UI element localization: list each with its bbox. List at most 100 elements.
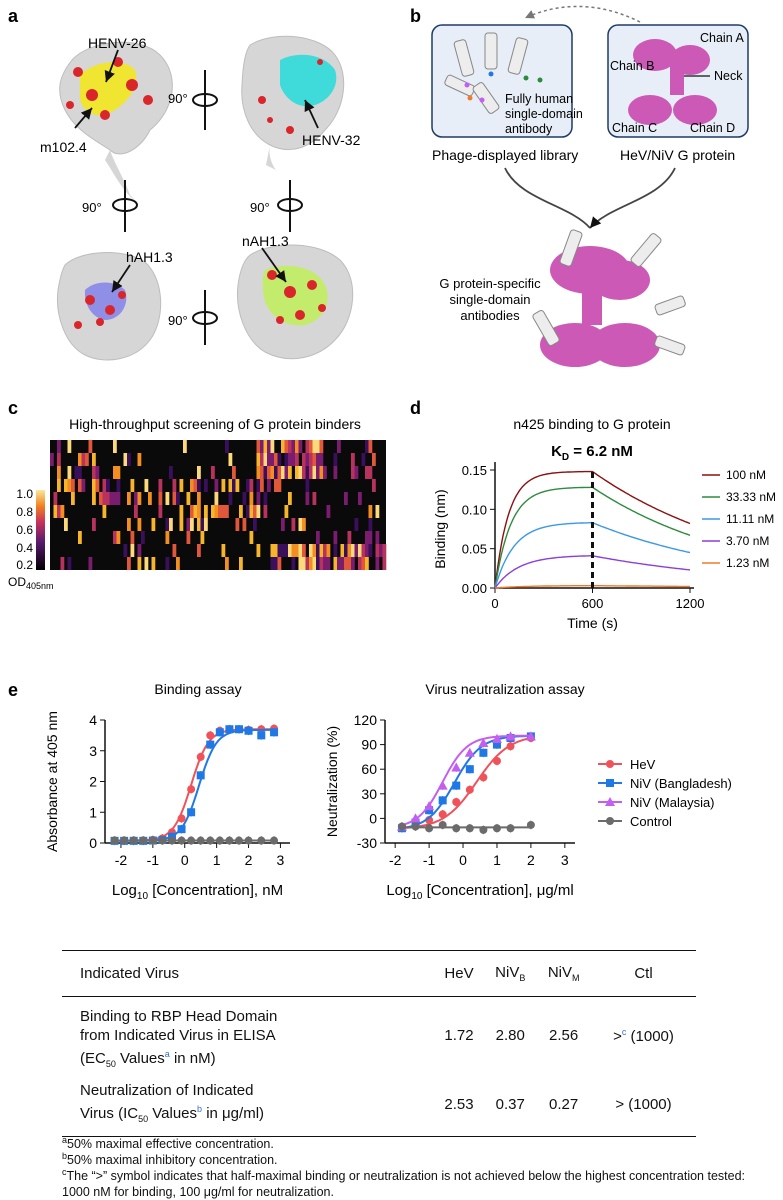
molecule-hah13: [56, 252, 162, 361]
heatmap-cell: [232, 466, 236, 479]
heatmap-cell: [333, 531, 338, 544]
data-point: [129, 836, 138, 845]
heatmap-cell: [158, 492, 163, 505]
heatmap-cell: [242, 518, 247, 531]
chain-a-label: Chain A: [700, 31, 744, 45]
data-point: [410, 813, 421, 823]
neutralization-title: Virus neutralization assay: [425, 681, 584, 697]
heatmap-cell: [368, 466, 373, 479]
kinetics-title: n425 binding to G protein: [513, 416, 670, 432]
heatmap-cell: [319, 557, 324, 570]
data-point: [110, 836, 119, 845]
panel-c: High-throughput screening of G protein b…: [8, 416, 387, 591]
heatmap-cell: [179, 479, 184, 492]
heatmap-cell: [214, 492, 219, 505]
heatmap-cell: [361, 544, 366, 557]
heatmap-cell: [316, 440, 320, 453]
heatmap-cell: [106, 479, 110, 492]
data-point: [257, 836, 266, 845]
heatmap-cell: [74, 466, 79, 479]
heatmap-cell: [218, 505, 222, 518]
heatmap-cell: [316, 466, 320, 479]
heatmap-cell: [263, 440, 268, 453]
data-point: [479, 748, 488, 757]
heatmap-cell: [368, 518, 373, 531]
y-axis-label: Absorbance at 405 nm: [44, 711, 60, 852]
heatmap-cell: [340, 544, 345, 557]
data-point: [451, 762, 462, 772]
data-point: [270, 728, 279, 737]
heatmap-cell: [204, 518, 208, 531]
legend-label: 100 nM: [726, 468, 766, 482]
tick-label: 30: [361, 786, 377, 802]
binding-plot: 0 1 2 3 4 -2 -1 0 1 2 3 Log10 [Concentration], nM Ab…: [44, 711, 290, 902]
heatmap-cell: [351, 453, 355, 466]
heatmap-cell: [270, 453, 275, 466]
heatmap-cell: [50, 453, 54, 466]
heatmap-cell: [302, 557, 306, 570]
heatmap-cell: [263, 492, 268, 505]
data-point: [187, 785, 196, 794]
legend-label: HeV: [630, 757, 656, 772]
heatmap-cell: [57, 440, 61, 453]
heatmap-cell: [116, 466, 121, 479]
heatmap-cell: [256, 505, 261, 518]
scale-tick: 0.8: [16, 505, 33, 519]
heatmap-cell: [92, 518, 96, 531]
heatmap-cell: [263, 453, 268, 466]
heatmap-cell: [309, 453, 313, 466]
rotation-label: 90°: [250, 200, 270, 215]
heatmap-cell: [358, 557, 362, 570]
heatmap-cell: [256, 479, 261, 492]
heatmap-cell: [211, 466, 215, 479]
heatmap-cell: [375, 505, 380, 518]
heatmap-cell: [239, 557, 243, 570]
heatmap-cell: [372, 479, 376, 492]
heatmap-cell: [270, 466, 275, 479]
heatmap-cell: [274, 479, 278, 492]
heatmap-cell: [309, 544, 313, 557]
scale-tick: 0.2: [16, 558, 33, 572]
tick-label: 0.05: [462, 542, 487, 557]
heatmap-cell: [351, 557, 355, 570]
tick-label: 1: [213, 852, 221, 868]
data-point: [196, 836, 205, 845]
heatmap-cell: [137, 518, 142, 531]
heatmap-cell: [116, 531, 121, 544]
heatmap-cell: [148, 492, 152, 505]
heatmap-cell: [312, 453, 317, 466]
heatmap-cell: [225, 505, 229, 518]
data-point: [506, 742, 515, 751]
heatmap-cell: [57, 505, 61, 518]
heatmap-cell: [267, 440, 271, 453]
heatmap-cell: [347, 557, 352, 570]
heatmap-cell: [53, 492, 58, 505]
heatmap-cell: [354, 544, 359, 557]
protein-caption: HeV/NiV G protein: [620, 147, 735, 163]
heatmap-cell: [53, 505, 58, 518]
heatmap-cell: [326, 544, 331, 557]
heatmap-cell: [382, 557, 387, 570]
data-point: [257, 731, 266, 740]
heatmap-cell: [186, 492, 191, 505]
heatmap-cell: [137, 544, 142, 557]
molecule-nah13: [236, 244, 354, 360]
tick-label: 0: [369, 810, 377, 826]
label-m102: m102.4: [40, 139, 87, 155]
heatmap-cell: [368, 544, 373, 557]
heatmap-cell: [354, 518, 359, 531]
heatmap-cell: [88, 557, 93, 570]
heatmap-cell: [260, 440, 264, 453]
heatmap-cell: [270, 544, 275, 557]
x-axis-label: Log10 [Concentration], nM: [112, 882, 283, 902]
heatmap-cell: [64, 479, 68, 492]
heatmap-cell: [305, 453, 310, 466]
heatmap-cell: [256, 453, 261, 466]
data-point: [158, 836, 167, 845]
heatmap-cell: [295, 440, 299, 453]
cell-nivb: 0.37: [495, 1096, 525, 1114]
heatmap-cell: [134, 505, 138, 518]
heatmap-cell: [127, 518, 131, 531]
panel-label-e: e: [8, 680, 18, 700]
heatmap-cell: [232, 479, 236, 492]
